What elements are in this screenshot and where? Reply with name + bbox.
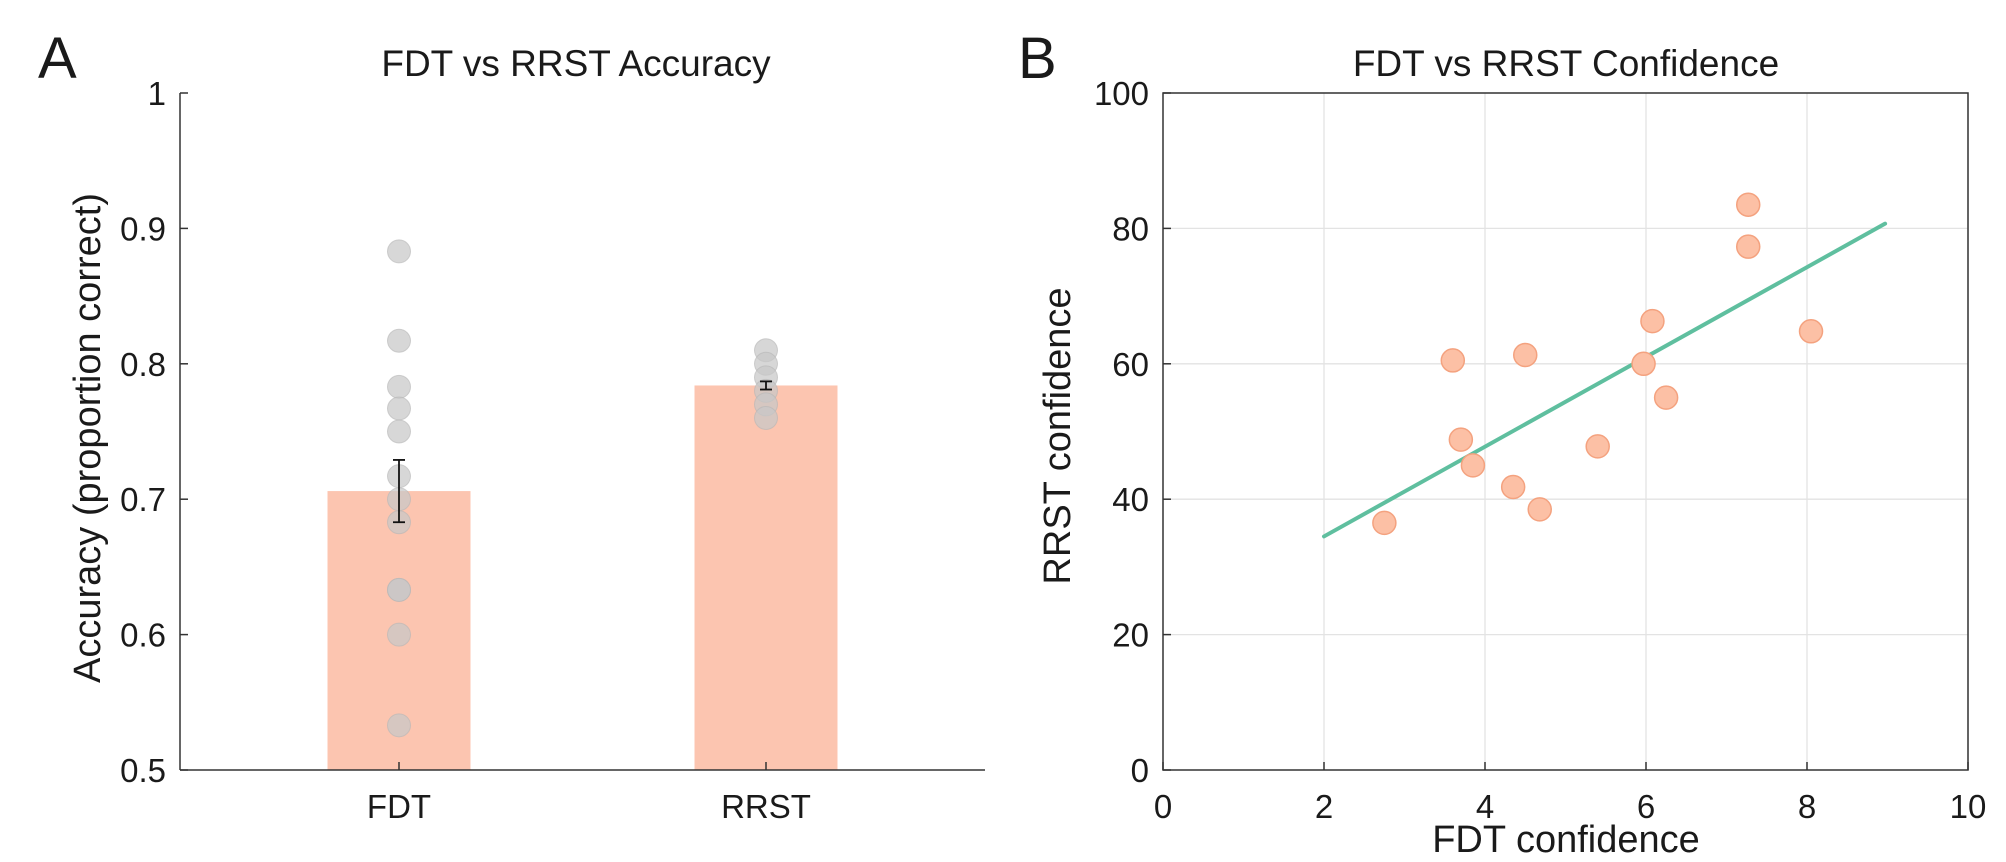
y-tick-label: 0	[1131, 752, 1149, 789]
scatter-point-0	[1372, 510, 1397, 536]
scatter-point-2	[1448, 427, 1474, 452]
scatter-point-5	[1513, 342, 1538, 368]
scatter-point-6	[1527, 497, 1552, 522]
point-fdt-1	[387, 328, 411, 353]
panel-a-y-ticks: 0.5 0.6 0.7 0.8 0.9 1	[120, 75, 188, 789]
x-tick-label: 6	[1637, 788, 1655, 825]
point-fdt-2	[387, 374, 411, 399]
panel-b-y-axis-label: RRST confidence	[1037, 287, 1079, 584]
point-fdt-9	[387, 577, 411, 602]
scatter-point-11	[1735, 192, 1761, 217]
error-bar-fdt	[393, 459, 405, 524]
plot-frame	[1162, 92, 1969, 771]
scatter-point-4	[1500, 474, 1526, 500]
scatter-point-9	[1640, 308, 1665, 334]
point-fdt-11	[387, 713, 411, 738]
scatter-point-10	[1653, 385, 1679, 410]
scatter-point-3	[1460, 453, 1486, 478]
panel-b-letter: B	[1018, 26, 1057, 91]
x-tick-label: 0	[1154, 788, 1172, 825]
panel-a-x-ticks: FDT RRST	[367, 762, 811, 825]
y-tick-label: 0.5	[120, 752, 166, 789]
scatter-point-12	[1735, 234, 1761, 259]
panel-a-accuracy-chart: A FDT vs RRST Accuracy Accuracy (proport…	[38, 26, 985, 825]
y-tick-label: 0.7	[120, 481, 166, 518]
y-tick-label: 60	[1112, 346, 1149, 383]
error-bar-rrst	[760, 380, 772, 391]
x-tick-label: FDT	[367, 788, 431, 825]
scatter-point-13	[1798, 319, 1824, 344]
point-fdt-0	[387, 239, 411, 264]
y-tick-label: 0.9	[120, 210, 166, 247]
x-tick-label: 4	[1476, 788, 1494, 825]
scatter-point-1	[1440, 348, 1466, 373]
y-tick-label: 80	[1112, 210, 1149, 247]
panel-a-title: FDT vs RRST Accuracy	[381, 43, 771, 84]
x-tick-label: 2	[1315, 788, 1333, 825]
point-fdt-3	[387, 396, 411, 421]
panel-b-x-axis-label: FDT confidence	[1432, 819, 1700, 861]
regression-line	[1322, 221, 1888, 539]
point-rrst-5	[754, 405, 778, 430]
y-tick-label: 100	[1094, 75, 1149, 112]
y-tick-label: 1	[148, 75, 166, 112]
point-fdt-10	[387, 622, 411, 647]
panel-b-y-ticks: 0 20 40 60 80 100	[1094, 75, 1171, 789]
scatter-point-7	[1585, 434, 1610, 459]
panel-b-gridlines	[1163, 92, 1969, 770]
panel-a-letter: A	[38, 26, 77, 91]
panel-b-confidence-chart: B FDT vs RRST Confidence FDT confidence …	[1018, 26, 1986, 861]
bar-rrst	[694, 385, 838, 770]
panel-a-individual-points	[387, 239, 778, 738]
panel-a-y-axis-label: Accuracy (proportion correct)	[67, 193, 109, 683]
panel-b-axes	[1162, 92, 1969, 771]
y-tick-label: 20	[1112, 617, 1149, 654]
panel-a-axes	[179, 93, 985, 771]
x-tick-label: RRST	[721, 788, 811, 825]
panel-b-scatter-points	[1372, 192, 1824, 536]
panel-b-title: FDT vs RRST Confidence	[1353, 43, 1779, 84]
x-tick-label: 8	[1798, 788, 1816, 825]
point-fdt-4	[387, 419, 411, 444]
y-tick-label: 0.8	[120, 346, 166, 383]
panel-a-bars	[327, 385, 838, 770]
scatter-point-8	[1631, 351, 1656, 377]
panel-b-fit-line	[1322, 221, 1888, 539]
x-tick-label: 10	[1950, 788, 1987, 825]
panel-a-error-bars	[393, 380, 772, 524]
y-tick-label: 40	[1112, 481, 1149, 518]
panel-b-x-ticks: 0 2 4 6 8 10	[1154, 762, 1987, 825]
y-tick-label: 0.6	[120, 617, 166, 654]
